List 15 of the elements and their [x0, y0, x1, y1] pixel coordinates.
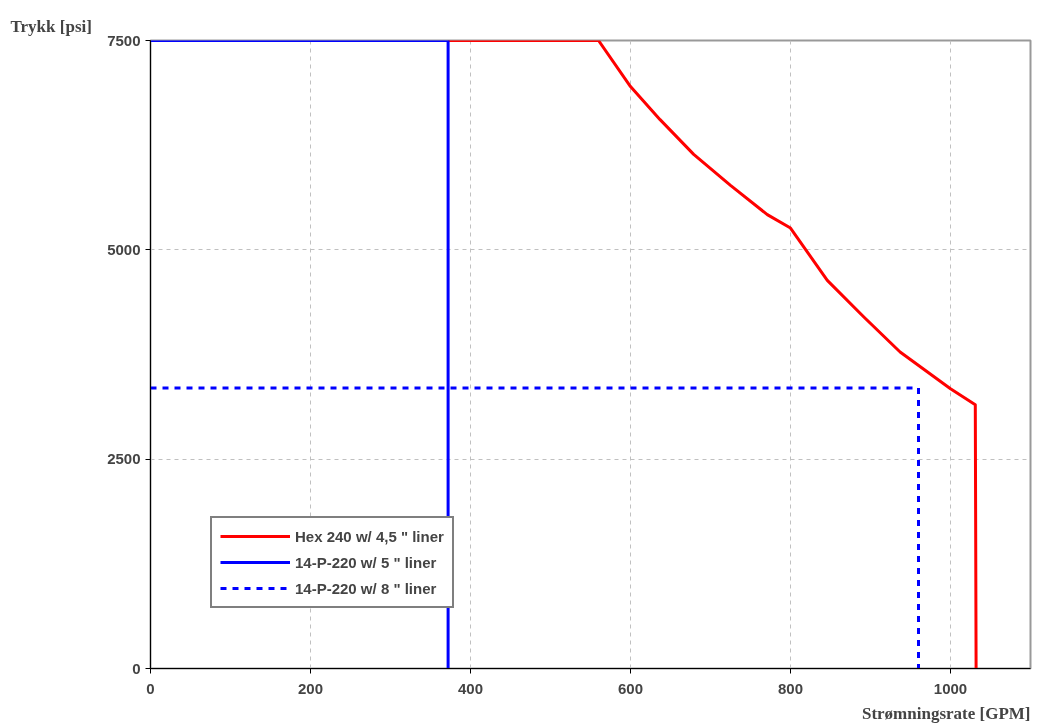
x-tick-label: 1000 [933, 679, 968, 697]
x-tick-label: 800 [777, 679, 804, 697]
x-tick-label: 600 [617, 679, 644, 697]
y-axis-title: Trykk [psi] [10, 16, 92, 36]
y-tick-label: 2500 [107, 450, 141, 468]
x-tick-label: 400 [457, 679, 484, 697]
legend-label: 14-P-220 w/ 8 " liner [295, 579, 437, 597]
x-tick-label: 200 [297, 679, 324, 697]
y-tick-label: 5000 [107, 240, 141, 258]
legend-label: 14-P-220 w/ 5 " liner [295, 553, 437, 571]
x-tick-label: 0 [146, 679, 155, 697]
y-tick-label: 7500 [107, 31, 141, 49]
legend-label: Hex 240 w/ 4,5 " liner [295, 527, 444, 545]
x-axis-title: Strømningsrate [GPM] [861, 703, 1031, 723]
y-tick-label: 0 [132, 659, 141, 677]
